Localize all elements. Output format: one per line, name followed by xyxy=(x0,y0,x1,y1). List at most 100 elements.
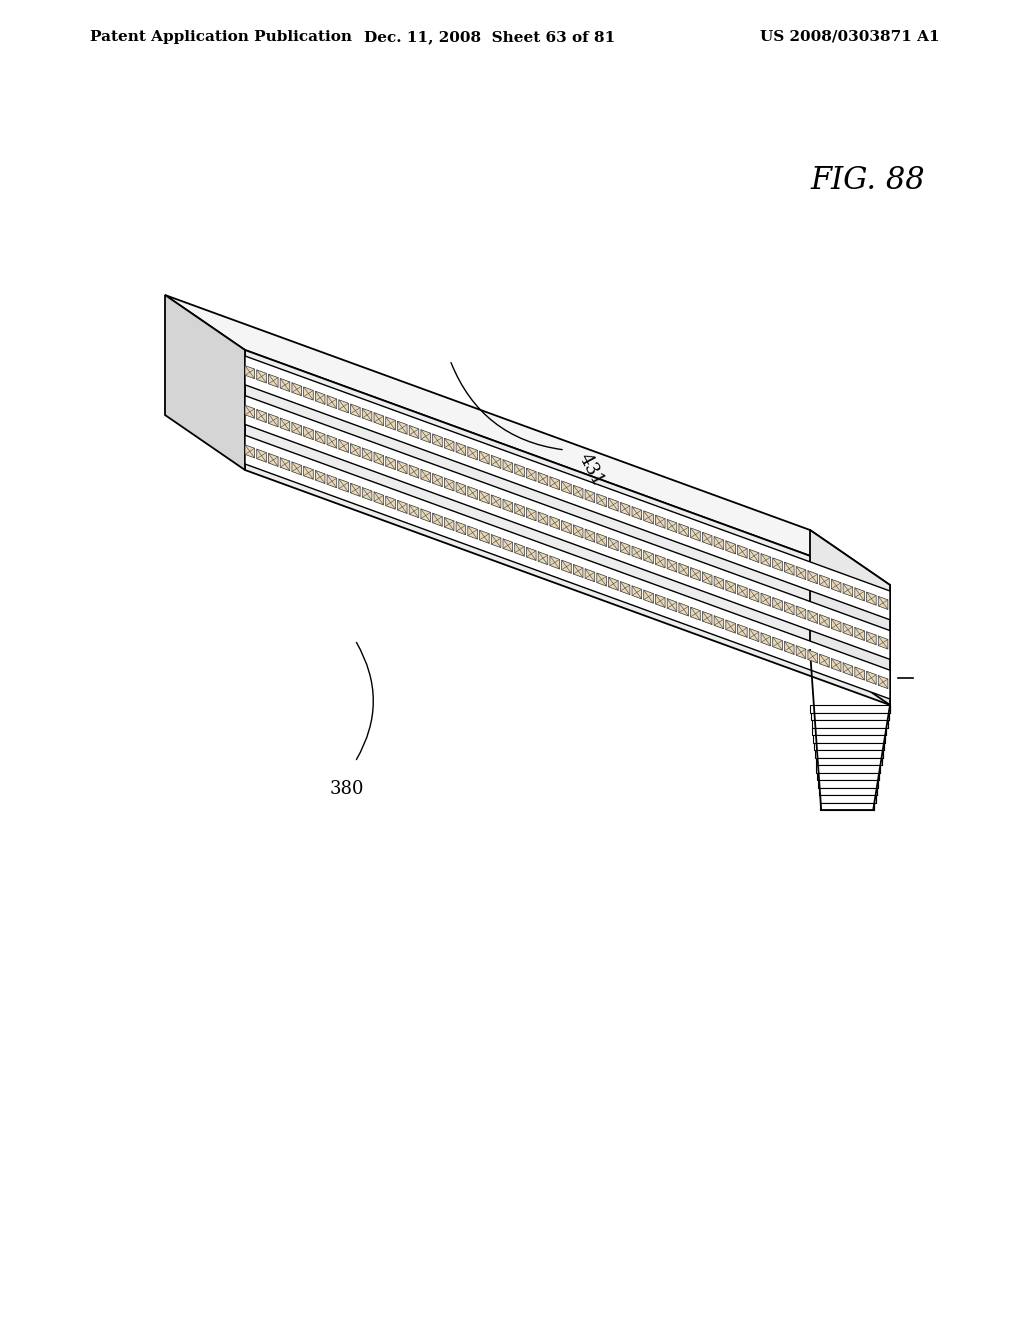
Polygon shape xyxy=(855,587,864,601)
Polygon shape xyxy=(815,758,882,766)
Polygon shape xyxy=(814,742,884,750)
Polygon shape xyxy=(644,550,653,564)
Polygon shape xyxy=(397,500,408,513)
Polygon shape xyxy=(561,480,571,494)
Polygon shape xyxy=(819,788,877,795)
Polygon shape xyxy=(327,436,337,449)
Polygon shape xyxy=(432,434,442,447)
Polygon shape xyxy=(855,667,864,680)
Polygon shape xyxy=(761,553,771,566)
Polygon shape xyxy=(608,537,618,550)
Polygon shape xyxy=(526,508,537,521)
Polygon shape xyxy=(397,461,408,474)
Polygon shape xyxy=(339,479,348,492)
Polygon shape xyxy=(327,396,337,409)
Polygon shape xyxy=(304,426,313,440)
Polygon shape xyxy=(585,569,595,582)
Polygon shape xyxy=(585,529,595,543)
Polygon shape xyxy=(573,486,583,499)
Polygon shape xyxy=(808,610,817,623)
Polygon shape xyxy=(526,548,537,561)
Polygon shape xyxy=(679,603,688,616)
Polygon shape xyxy=(492,455,501,469)
Polygon shape xyxy=(655,515,665,528)
Polygon shape xyxy=(479,451,489,465)
Polygon shape xyxy=(726,620,735,634)
Polygon shape xyxy=(444,478,454,491)
Polygon shape xyxy=(245,356,890,620)
Text: 431: 431 xyxy=(575,450,607,488)
Polygon shape xyxy=(362,487,372,500)
Polygon shape xyxy=(866,672,877,684)
Polygon shape xyxy=(820,803,874,810)
Polygon shape xyxy=(597,533,606,546)
Polygon shape xyxy=(268,374,279,387)
Polygon shape xyxy=(550,556,559,569)
Polygon shape xyxy=(165,294,245,470)
Polygon shape xyxy=(815,750,883,758)
Polygon shape xyxy=(526,469,537,482)
Polygon shape xyxy=(632,586,642,599)
Polygon shape xyxy=(245,436,890,700)
Polygon shape xyxy=(621,503,630,515)
Polygon shape xyxy=(539,552,548,565)
Polygon shape xyxy=(819,655,829,668)
Polygon shape xyxy=(690,528,700,541)
Polygon shape xyxy=(374,453,384,466)
Polygon shape xyxy=(702,532,712,545)
Polygon shape xyxy=(811,713,889,719)
Polygon shape xyxy=(866,632,877,644)
Text: Patent Application Publication: Patent Application Publication xyxy=(90,30,352,44)
Polygon shape xyxy=(573,565,583,578)
Polygon shape xyxy=(479,491,489,504)
Polygon shape xyxy=(268,413,279,426)
Polygon shape xyxy=(515,543,524,556)
Polygon shape xyxy=(386,457,395,470)
Polygon shape xyxy=(655,594,665,607)
Polygon shape xyxy=(432,513,442,527)
Polygon shape xyxy=(714,576,724,589)
Polygon shape xyxy=(165,294,890,585)
Polygon shape xyxy=(831,619,841,632)
Polygon shape xyxy=(550,477,559,490)
Polygon shape xyxy=(339,400,348,413)
Polygon shape xyxy=(292,462,301,475)
Polygon shape xyxy=(304,387,313,400)
Polygon shape xyxy=(444,438,454,451)
Polygon shape xyxy=(843,663,853,676)
Polygon shape xyxy=(362,447,372,461)
Polygon shape xyxy=(810,531,890,705)
Polygon shape xyxy=(268,453,279,466)
Polygon shape xyxy=(808,649,817,663)
Polygon shape xyxy=(608,498,618,511)
Polygon shape xyxy=(773,638,782,651)
Polygon shape xyxy=(257,370,266,383)
Polygon shape xyxy=(750,549,759,562)
Polygon shape xyxy=(808,570,817,583)
Polygon shape xyxy=(597,494,606,507)
Polygon shape xyxy=(410,425,419,438)
Polygon shape xyxy=(655,554,665,568)
Polygon shape xyxy=(362,408,372,421)
Polygon shape xyxy=(726,581,735,594)
Polygon shape xyxy=(843,623,853,636)
Polygon shape xyxy=(585,490,595,503)
Polygon shape xyxy=(292,422,301,436)
Polygon shape xyxy=(679,524,688,537)
Polygon shape xyxy=(879,597,888,610)
Polygon shape xyxy=(797,606,806,619)
Polygon shape xyxy=(315,391,325,404)
Polygon shape xyxy=(816,766,881,772)
Polygon shape xyxy=(456,521,466,535)
Polygon shape xyxy=(421,470,430,482)
Polygon shape xyxy=(797,566,806,579)
Polygon shape xyxy=(597,573,606,586)
Polygon shape xyxy=(550,516,559,529)
Polygon shape xyxy=(444,517,454,531)
Polygon shape xyxy=(245,405,255,418)
Polygon shape xyxy=(690,568,700,581)
Polygon shape xyxy=(773,598,782,611)
Text: US 2008/0303871 A1: US 2008/0303871 A1 xyxy=(761,30,940,44)
Polygon shape xyxy=(257,409,266,422)
Polygon shape xyxy=(410,465,419,478)
